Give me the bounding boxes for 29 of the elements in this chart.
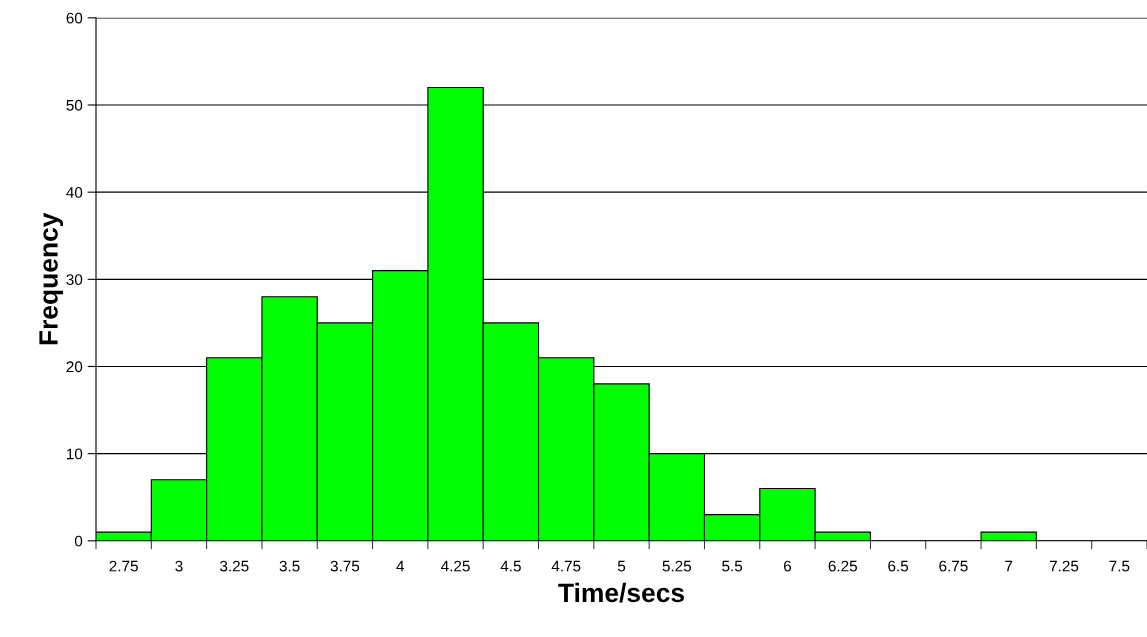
y-tick-label: 20 xyxy=(66,361,83,373)
y-tick-label: 10 xyxy=(66,448,83,460)
x-tick-label: 7.5 xyxy=(1109,560,1130,572)
x-tick-label: 7.25 xyxy=(1049,560,1079,572)
x-tick-label: 4 xyxy=(396,560,405,572)
x-tick-label: 7 xyxy=(1005,560,1013,572)
y-tick-label: 40 xyxy=(66,187,83,198)
x-tick-label: 4.25 xyxy=(441,560,470,572)
x-tick-label: 6 xyxy=(783,560,792,572)
x-tick-label: 5.25 xyxy=(662,560,692,572)
y-axis-title: Frequency xyxy=(39,212,64,345)
x-tick-label: 5.5 xyxy=(722,560,743,572)
x-tick-label: 4.5 xyxy=(500,560,521,572)
x-tick-label: 6.75 xyxy=(939,560,968,572)
x-axis-title: Time/secs xyxy=(558,582,685,603)
x-tick-label: 6.5 xyxy=(888,560,909,572)
y-tick-label: 50 xyxy=(66,99,83,111)
x-tick-label: 3 xyxy=(175,560,183,572)
x-tick-label: 3.75 xyxy=(330,560,360,572)
x-tick-label: 3.5 xyxy=(279,560,300,572)
x-tick-label: 4.75 xyxy=(551,560,581,572)
x-tick-label: 3.25 xyxy=(220,560,249,572)
y-tick-label: 30 xyxy=(66,274,83,286)
bar xyxy=(980,531,1037,541)
x-tick-label: 5 xyxy=(617,560,626,572)
y-tick-label: 0 xyxy=(74,535,83,547)
y-tick-label: 60 xyxy=(66,12,83,24)
x-tick-label: 6.25 xyxy=(828,560,857,572)
x-tick-label: 2.75 xyxy=(109,560,138,572)
